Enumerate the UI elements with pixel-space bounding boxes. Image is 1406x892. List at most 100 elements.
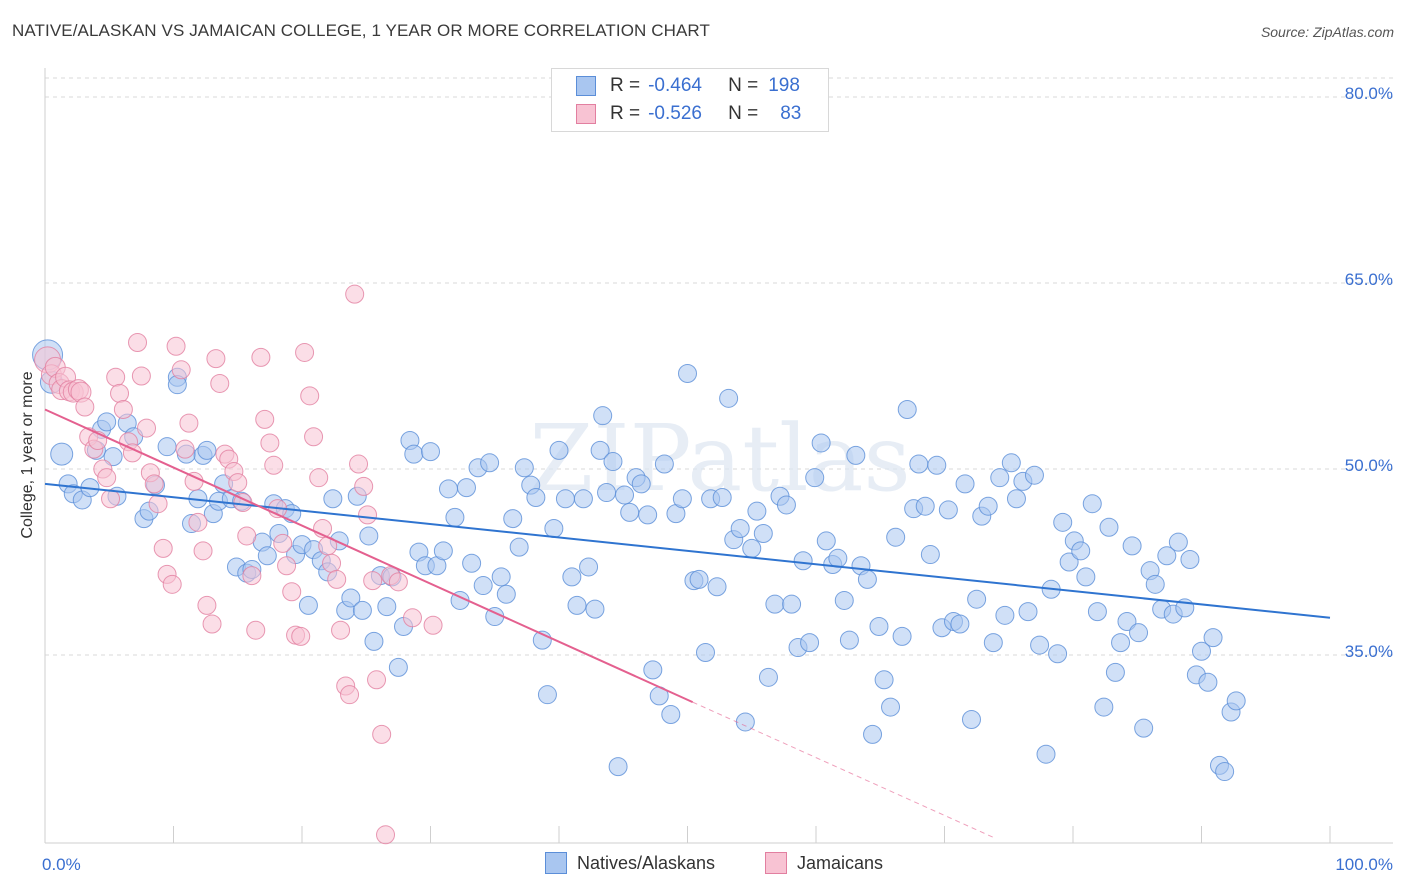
point-jamaicans [345, 284, 365, 304]
legend-n-label: N = [728, 75, 759, 96]
point-jamaicans [193, 541, 213, 561]
point-jamaicans [153, 538, 173, 558]
point-jamaicans [128, 333, 148, 353]
y-tick-label: 80.0% [1345, 84, 1393, 103]
point-natives [1203, 628, 1223, 648]
point-natives [961, 709, 981, 729]
point-jamaicans [340, 685, 360, 705]
point-jamaicans [101, 489, 121, 509]
trend-lines [44, 408, 1331, 839]
point-natives [765, 594, 785, 614]
point-natives [1111, 633, 1131, 653]
point-jamaicans [197, 595, 217, 615]
point-natives [955, 474, 975, 494]
point-natives [1215, 762, 1235, 782]
point-jamaicans [264, 455, 284, 475]
point-jamaicans [97, 468, 117, 488]
point-natives [537, 685, 557, 705]
point-jamaicans [179, 413, 199, 433]
point-natives [689, 569, 709, 589]
point-natives [462, 553, 482, 573]
point-natives [1157, 546, 1177, 566]
point-natives [549, 440, 569, 460]
point-jamaicans [148, 494, 168, 514]
point-natives [1024, 465, 1044, 485]
point-jamaicans [175, 439, 195, 459]
point-natives [863, 724, 883, 744]
point-natives [758, 667, 778, 687]
point-natives [1105, 662, 1125, 682]
point-natives [909, 454, 929, 474]
point-natives [776, 495, 796, 515]
point-natives [1071, 541, 1091, 561]
point-natives [886, 527, 906, 547]
point-natives [197, 440, 217, 460]
trend-line-jamaicans-extension [692, 701, 997, 839]
point-natives [1018, 602, 1038, 622]
point-jamaicans [309, 468, 329, 488]
point-natives [585, 599, 605, 619]
y-tick-label: 35.0% [1345, 642, 1393, 661]
legend-n-value: 198 [768, 75, 800, 96]
point-natives [793, 551, 813, 571]
point-jamaicans [277, 556, 297, 576]
legend-r-label: R = [610, 103, 641, 124]
point-natives [590, 440, 610, 460]
point-jamaicans [162, 574, 182, 594]
point-natives [1180, 550, 1200, 570]
point-natives [678, 364, 697, 384]
point-jamaicans [106, 367, 126, 387]
point-jamaicans [202, 614, 222, 634]
point-natives [881, 697, 901, 717]
point-natives [257, 546, 277, 566]
point-natives [480, 453, 500, 473]
point-natives [526, 488, 546, 508]
point-jamaicans [354, 476, 374, 496]
legend-r-value: -0.464 [648, 75, 702, 96]
point-natives [421, 442, 440, 462]
point-natives [567, 595, 587, 615]
point-jamaicans [110, 383, 130, 403]
point-jamaicans [228, 473, 248, 493]
point-natives [834, 590, 854, 610]
point-jamaicans [367, 670, 387, 690]
point-natives [1129, 623, 1149, 643]
point-natives [661, 705, 681, 725]
point-natives [983, 633, 1003, 653]
point-natives [995, 605, 1015, 625]
point-natives [816, 531, 836, 551]
point-natives [620, 502, 640, 522]
point-natives [1192, 641, 1211, 661]
point-jamaicans [304, 427, 324, 447]
bottom-legend-label: Natives/Alaskans [577, 852, 716, 873]
point-natives [638, 505, 658, 525]
point-jamaicans [376, 825, 396, 845]
point-natives [593, 406, 613, 426]
point-natives [50, 442, 74, 466]
point-natives [1122, 536, 1142, 556]
point-natives [805, 468, 825, 488]
point-natives [1030, 635, 1050, 655]
point-natives [1099, 517, 1119, 537]
point-jamaicans [237, 526, 257, 546]
point-natives [915, 496, 935, 516]
point-natives [631, 474, 651, 494]
point-jamaicans [137, 418, 157, 438]
legend-row-jamaicans: R = -0.526 N = 83 [552, 100, 801, 128]
bottom-legend-natives: Natives/Alaskans [545, 852, 715, 874]
point-natives [352, 600, 372, 620]
point-natives [514, 458, 534, 478]
legend-n-value: 83 [780, 103, 802, 124]
point-natives [695, 643, 715, 663]
point-natives [1036, 744, 1056, 764]
point-natives [544, 519, 564, 539]
point-natives [1076, 567, 1096, 587]
point-natives [491, 567, 511, 587]
point-natives [1087, 602, 1107, 622]
point-jamaicans [282, 582, 302, 602]
point-natives [388, 657, 408, 677]
point-jamaicans [291, 626, 311, 646]
x-tick-label: 100.0% [1335, 855, 1393, 874]
point-natives [643, 660, 663, 680]
y-tick-label: 50.0% [1345, 456, 1393, 475]
